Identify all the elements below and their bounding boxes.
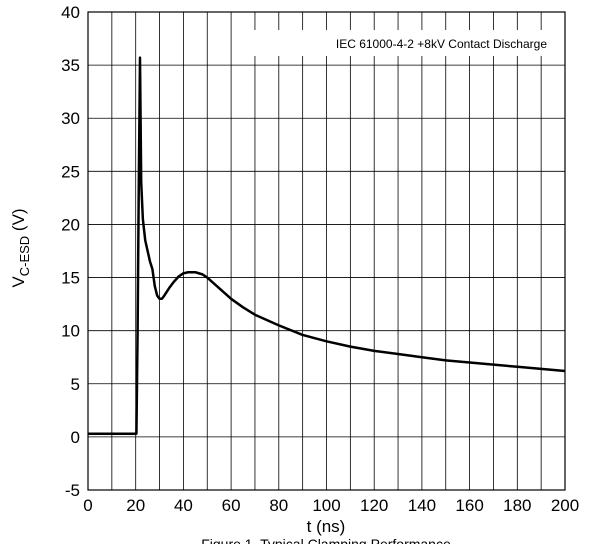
annotation-text: IEC 61000-4-2 +8kV Contact Discharge xyxy=(336,37,547,51)
plot-frame xyxy=(87,11,566,491)
x-tick-label: 20 xyxy=(126,496,145,515)
annotation-box xyxy=(248,30,555,56)
x-tick-label: 200 xyxy=(551,496,579,515)
x-tick-label: 120 xyxy=(360,496,388,515)
y-tick-label: 40 xyxy=(61,3,80,22)
y-tick-label: 30 xyxy=(61,109,80,128)
series-line xyxy=(88,56,566,435)
x-tick-label: 80 xyxy=(269,496,288,515)
y-axis-title-unit: (V) xyxy=(9,208,28,235)
x-tick-label: 180 xyxy=(503,496,531,515)
y-axis-title: VC-ESD (V) xyxy=(9,208,32,287)
y-tick-label: 20 xyxy=(61,215,80,234)
y-axis-title-main: V xyxy=(9,276,28,288)
y-axis-title-subscript: C-ESD xyxy=(17,236,32,276)
y-tick-label: 5 xyxy=(71,375,80,394)
y-tick-label: 10 xyxy=(61,322,80,341)
y-tick-label: 35 xyxy=(61,56,80,75)
y-tick-label: 25 xyxy=(61,162,80,181)
y-tick-label: -5 xyxy=(65,481,80,500)
x-tick-label: 40 xyxy=(174,496,193,515)
x-tick-label: 60 xyxy=(222,496,241,515)
x-tick-label: 0 xyxy=(83,496,92,515)
x-axis-title: t (ns) xyxy=(307,517,346,536)
x-tick-label: 160 xyxy=(455,496,483,515)
y-tick-label: 15 xyxy=(61,269,80,288)
y-tick-label: 0 xyxy=(71,428,80,447)
grid xyxy=(88,12,565,490)
x-tick-label: 140 xyxy=(408,496,436,515)
tick-labels: 0 20 40 60 80 100 120 140 160 180 200-505101520253… xyxy=(61,3,579,515)
x-tick-label: 100 xyxy=(312,496,340,515)
figure-caption: Figure 1. Typical Clamping Performance xyxy=(201,536,451,544)
